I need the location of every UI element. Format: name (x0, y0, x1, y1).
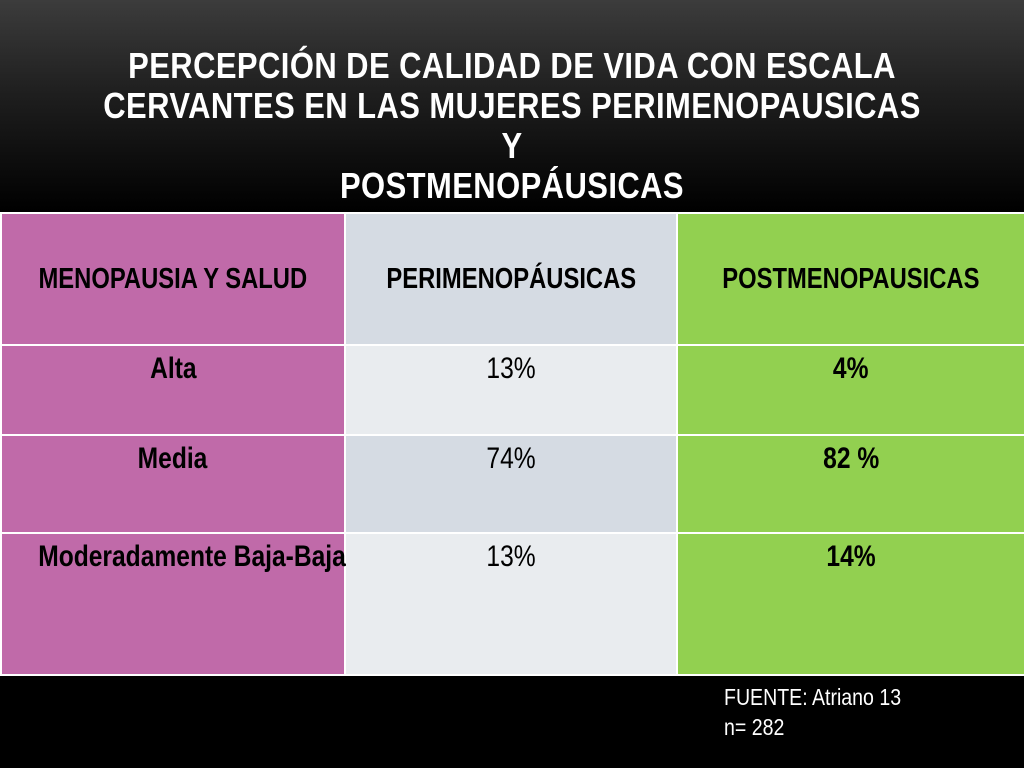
slide-title: PERCEPCIÓN DE CALIDAD DE VIDA CON ESCALA… (89, 46, 935, 206)
header-cell-menopausia-y-salud: MENOPAUSIA Y SALUD (0, 212, 346, 346)
table-row: Alta 13% 4% (0, 344, 1024, 436)
cell-post-moderadamente-baja-baja: 14% (676, 532, 1024, 676)
source-note: FUENTE: Atriano 13 n= 282 (724, 682, 901, 742)
table-row: Media 74% 82 % (0, 434, 1024, 534)
table-row: Moderadamente Baja-Baja 13% 14% (0, 532, 1024, 676)
header-cell-perimenopausicas: PERIMENOPÁUSICAS (344, 212, 678, 346)
results-table-container: MENOPAUSIA Y SALUD PERIMENOPÁUSICAS POST… (0, 212, 1024, 676)
source-text: FUENTE: Atriano 13 (724, 684, 902, 710)
results-table: MENOPAUSIA Y SALUD PERIMENOPÁUSICAS POST… (0, 212, 1024, 676)
title-line-1: PERCEPCIÓN DE CALIDAD DE VIDA CON ESCALA (128, 45, 896, 86)
row-label-media: Media (0, 434, 346, 534)
cell-post-alta: 4% (676, 344, 1024, 436)
cell-peri-media: 74% (344, 434, 678, 534)
table-header-row: MENOPAUSIA Y SALUD PERIMENOPÁUSICAS POST… (0, 212, 1024, 346)
title-line-2: CERVANTES EN LAS MUJERES PERIMENOPAUSICA… (103, 85, 921, 166)
cell-post-media: 82 % (676, 434, 1024, 534)
row-label-moderadamente-baja-baja: Moderadamente Baja-Baja (0, 532, 346, 676)
cell-peri-moderadamente-baja-baja: 13% (344, 532, 678, 676)
title-banner: PERCEPCIÓN DE CALIDAD DE VIDA CON ESCALA… (0, 0, 1024, 212)
header-cell-postmenopausicas: POSTMENOPAUSICAS (676, 212, 1024, 346)
sample-size-text: n= 282 (724, 714, 785, 740)
row-label-alta: Alta (0, 344, 346, 436)
title-line-3: POSTMENOPÁUSICAS (339, 165, 685, 206)
cell-peri-alta: 13% (344, 344, 678, 436)
